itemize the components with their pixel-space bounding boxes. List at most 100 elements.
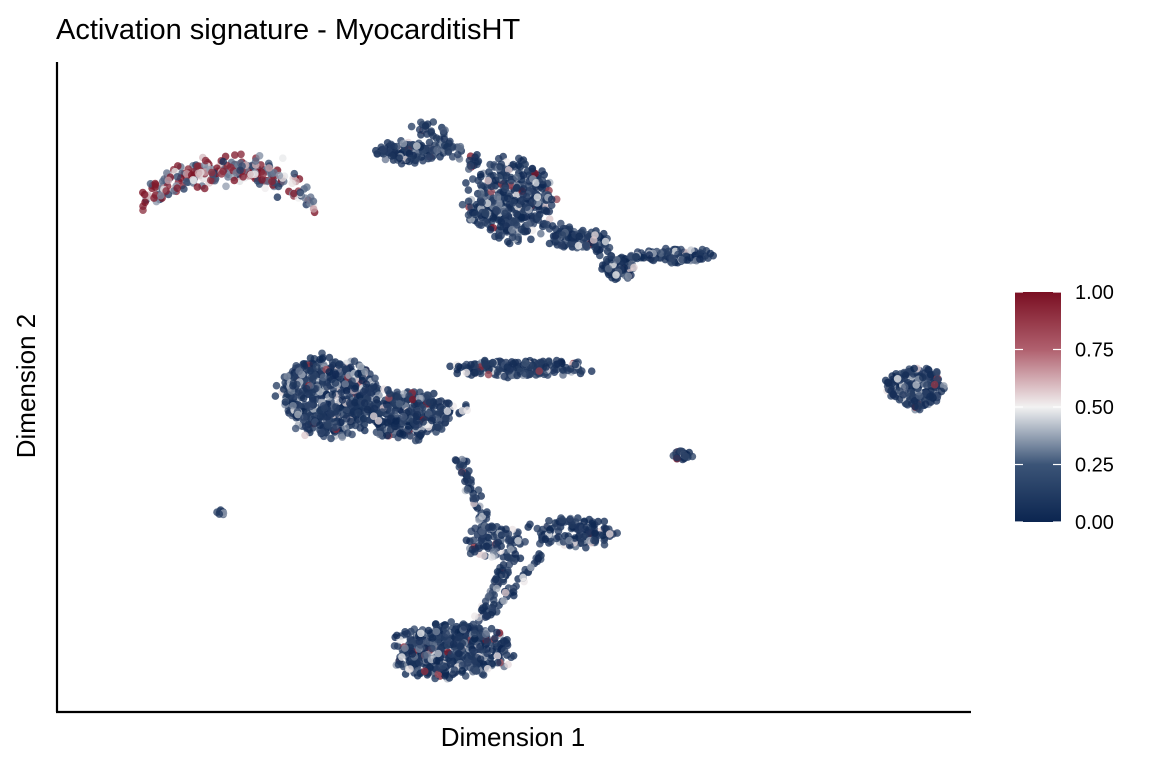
data-point: [217, 170, 226, 178]
data-point: [492, 584, 501, 593]
data-point: [574, 241, 583, 250]
data-point: [545, 207, 554, 216]
colorbar-ticks: 1.00 0.75 0.50 0.25 0.00: [1015, 282, 1114, 534]
data-point: [521, 369, 529, 378]
data-point: [359, 414, 368, 423]
data-point: [428, 644, 436, 653]
data-point: [482, 630, 490, 638]
data-point: [497, 171, 505, 180]
data-point: [259, 170, 268, 178]
data-point: [919, 373, 927, 382]
data-point: [385, 389, 394, 398]
data-point: [455, 633, 464, 641]
data-point: [509, 584, 518, 593]
data-point: [538, 167, 546, 175]
data-point: [360, 420, 369, 429]
data-point: [306, 366, 315, 375]
data-point: [433, 146, 441, 154]
data-point: [141, 198, 149, 207]
data-point: [535, 367, 543, 375]
data-point: [687, 246, 695, 254]
data-point: [289, 402, 297, 410]
data-point: [309, 197, 318, 206]
data-point: [591, 529, 599, 537]
data-point: [505, 239, 514, 248]
data-point: [494, 368, 502, 376]
data-point: [683, 256, 692, 264]
data-point: [381, 155, 390, 164]
data-point: [157, 191, 165, 200]
data-point: [412, 417, 421, 425]
data-point: [442, 629, 451, 638]
data-point: [469, 494, 478, 503]
data-point: [311, 412, 319, 420]
data-point: [275, 171, 284, 180]
data-point: [401, 644, 409, 652]
data-point: [507, 176, 515, 185]
data-point: [930, 380, 939, 389]
data-point: [344, 429, 352, 437]
data-point: [534, 212, 542, 221]
data-point: [458, 200, 467, 209]
data-point: [558, 231, 567, 239]
data-point: [462, 179, 470, 187]
data-point: [193, 183, 202, 191]
data-point: [151, 179, 159, 188]
data-point: [513, 191, 521, 199]
data-point: [503, 636, 511, 644]
data-point: [482, 602, 490, 610]
data-point: [421, 122, 430, 130]
y-axis-label: Dimension 2: [11, 314, 41, 459]
data-point: [407, 122, 416, 131]
data-point: [302, 422, 310, 431]
data-point: [446, 362, 454, 371]
data-point: [607, 252, 616, 260]
data-point: [491, 634, 499, 642]
data-point: [316, 421, 324, 430]
data-point: [504, 660, 512, 669]
data-point: [332, 403, 340, 411]
data-point: [624, 272, 633, 281]
data-point: [501, 209, 510, 217]
data-point: [470, 629, 479, 638]
data-point: [481, 613, 490, 621]
data-point: [302, 384, 311, 393]
data-point: [303, 183, 311, 191]
data-point: [432, 627, 441, 636]
data-point: [491, 232, 499, 241]
colorbar-tick-label: 0.50: [1075, 397, 1114, 419]
data-point: [237, 150, 245, 159]
data-point: [496, 162, 504, 171]
data-point: [519, 573, 527, 582]
data-point: [488, 523, 497, 531]
data-point: [548, 222, 557, 230]
data-point: [454, 362, 463, 371]
data-point: [453, 369, 462, 378]
data-point: [331, 379, 340, 387]
data-point: [378, 408, 387, 416]
data-point: [327, 434, 335, 443]
data-point: [415, 637, 424, 646]
data-point: [673, 453, 681, 462]
data-point: [478, 527, 486, 536]
data-point: [527, 235, 535, 244]
data-point: [239, 173, 247, 181]
data-point: [471, 369, 479, 377]
data-point: [425, 138, 434, 147]
data-point: [460, 623, 469, 631]
data-point: [501, 588, 510, 597]
data-point: [545, 526, 554, 534]
data-point: [537, 229, 545, 238]
data-point: [317, 412, 325, 421]
data-point: [502, 525, 510, 533]
data-point: [696, 255, 704, 263]
data-point: [558, 515, 567, 524]
data-point: [306, 354, 315, 362]
colorbar-tick-label: 1.00: [1075, 282, 1114, 304]
data-point: [291, 424, 300, 433]
data-point: [383, 431, 392, 440]
data-point: [279, 154, 287, 162]
data-point: [373, 150, 382, 158]
data-point: [439, 126, 448, 135]
data-point: [469, 175, 477, 183]
